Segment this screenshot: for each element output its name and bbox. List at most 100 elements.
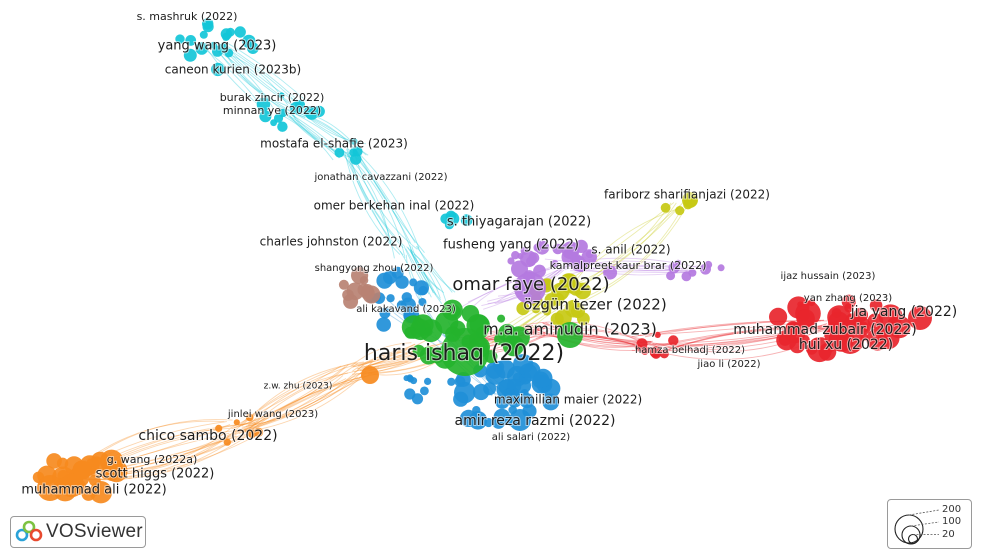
purple-node[interactable] [603, 265, 618, 280]
yellow-node[interactable] [574, 282, 591, 300]
blue-node[interactable] [485, 361, 503, 379]
orange-node[interactable] [89, 481, 113, 504]
cyan-node[interactable] [445, 212, 460, 226]
purple-node[interactable] [717, 264, 725, 272]
node-label-ali-salari[interactable]: ali salari (2022) [491, 431, 572, 444]
blue-node[interactable] [401, 292, 412, 303]
ma-aminudin-node[interactable] [557, 322, 583, 348]
red-node[interactable] [640, 346, 649, 355]
node-label-hui-xu[interactable]: hui xu (2022) [798, 336, 894, 354]
node-label-zw-zhu[interactable]: z.w. zhu (2023) [263, 381, 334, 393]
red-node[interactable] [831, 308, 842, 318]
purple-node[interactable] [558, 243, 566, 251]
red-node[interactable] [668, 335, 679, 346]
blue-node[interactable] [420, 386, 429, 396]
node-label-yan-zhang[interactable]: yan zhang (2023) [803, 292, 893, 305]
orange-node[interactable] [245, 413, 254, 422]
blue-node[interactable] [395, 275, 409, 289]
purple-node[interactable] [520, 247, 529, 255]
green-node[interactable] [502, 334, 525, 357]
green-node[interactable] [444, 303, 455, 314]
purple-node[interactable] [526, 256, 536, 267]
blue-node[interactable] [473, 383, 490, 401]
node-label-jia-yang[interactable]: jia yang (2022) [849, 303, 958, 321]
cyan-node[interactable] [199, 30, 208, 39]
red-node[interactable] [776, 329, 797, 351]
red-node[interactable] [827, 343, 836, 352]
node-label-ozgun-tezer[interactable]: özgün tezer (2022) [522, 295, 667, 315]
haris-ishaq-node[interactable] [441, 328, 489, 376]
red-node[interactable] [796, 309, 815, 328]
cyan-node[interactable] [304, 106, 314, 116]
purple-node[interactable] [666, 271, 676, 281]
brown-node[interactable] [357, 283, 370, 296]
cyan-node[interactable] [224, 48, 234, 58]
purple-node[interactable] [535, 240, 550, 255]
purple-node[interactable] [688, 268, 697, 277]
green-node[interactable] [497, 314, 506, 323]
node-label-scott-higgs[interactable]: scott higgs (2022) [95, 466, 216, 483]
yellow-node[interactable] [675, 206, 685, 216]
purple-node[interactable] [570, 253, 583, 266]
green-node[interactable] [404, 326, 417, 339]
hui-xu-node[interactable] [836, 326, 864, 354]
node-label-hamza-belhadj[interactable]: hamza belhadj (2022) [634, 344, 746, 357]
blue-node[interactable] [411, 393, 424, 405]
cyan-node[interactable] [313, 105, 325, 118]
node-label-s-anil[interactable]: s. anil (2022) [590, 242, 671, 258]
omar-faye-node[interactable] [514, 272, 546, 304]
orange-node[interactable] [233, 419, 240, 426]
cyan-node[interactable] [211, 62, 225, 77]
orange-node[interactable] [72, 460, 92, 480]
cyan-node[interactable] [278, 92, 285, 99]
node-label-burak-zincir[interactable]: burak zincir (2022) [219, 90, 326, 105]
red-node[interactable] [887, 317, 898, 328]
cyan-node[interactable] [334, 147, 345, 158]
node-label-haris-ishaq[interactable]: haris ishaq (2022) [363, 340, 565, 367]
cyan-node[interactable] [277, 121, 288, 132]
blue-node[interactable] [379, 307, 391, 319]
node-label-jinlei-wang[interactable]: jinlei wang (2023) [226, 408, 319, 421]
yellow-node[interactable] [531, 305, 541, 314]
cyan-node[interactable] [256, 97, 271, 112]
blue-node[interactable] [468, 411, 488, 430]
green-node[interactable] [494, 333, 506, 345]
node-label-maximilian-maier[interactable]: maximilian maier (2022) [493, 392, 643, 408]
node-label-minnan-ye[interactable]: minnan ye (2022) [222, 103, 322, 118]
node-label-jiao-li[interactable]: jiao li (2022) [696, 358, 762, 371]
node-label-s-mashruk[interactable]: s. mashruk (2022) [136, 9, 239, 24]
cyan-node[interactable] [273, 113, 284, 123]
fariborz-sharifianjazi-node[interactable] [682, 192, 698, 208]
purple-node[interactable] [507, 257, 515, 265]
purple-node[interactable] [675, 259, 682, 266]
jia-yang-node[interactable] [908, 306, 932, 330]
red-node[interactable] [636, 338, 648, 350]
purple-node[interactable] [566, 242, 580, 256]
blue-node[interactable] [493, 408, 511, 426]
purple-node[interactable] [551, 260, 559, 268]
purple-node[interactable] [700, 263, 711, 275]
red-node[interactable] [866, 328, 889, 351]
blue-node[interactable] [507, 393, 522, 408]
red-node[interactable] [769, 307, 788, 326]
amir-reza-razmi-node[interactable] [509, 409, 531, 431]
cyan-node[interactable] [350, 153, 362, 165]
orange-hub-node[interactable] [361, 366, 379, 384]
brown-node[interactable] [351, 266, 369, 284]
orange-node[interactable] [81, 487, 96, 501]
blue-node[interactable] [386, 294, 395, 303]
node-label-fusheng-yang[interactable]: fusheng yang (2022) [442, 237, 580, 254]
red-node[interactable] [659, 349, 669, 359]
orange-node[interactable] [247, 429, 257, 439]
brown-node[interactable] [338, 279, 349, 290]
red-node[interactable] [869, 299, 883, 312]
node-label-s-thiyagarajan[interactable]: s. thiyagarajan (2022) [446, 214, 592, 231]
node-label-muhammad-ali[interactable]: muhammad ali (2022) [20, 482, 167, 499]
purple-node[interactable] [511, 251, 520, 260]
node-label-g-wang[interactable]: g. wang (2022a) [106, 452, 198, 467]
yellow-node[interactable] [541, 303, 551, 313]
red-node[interactable] [651, 348, 662, 359]
red-node[interactable] [808, 299, 816, 307]
cyan-node[interactable] [351, 138, 358, 145]
